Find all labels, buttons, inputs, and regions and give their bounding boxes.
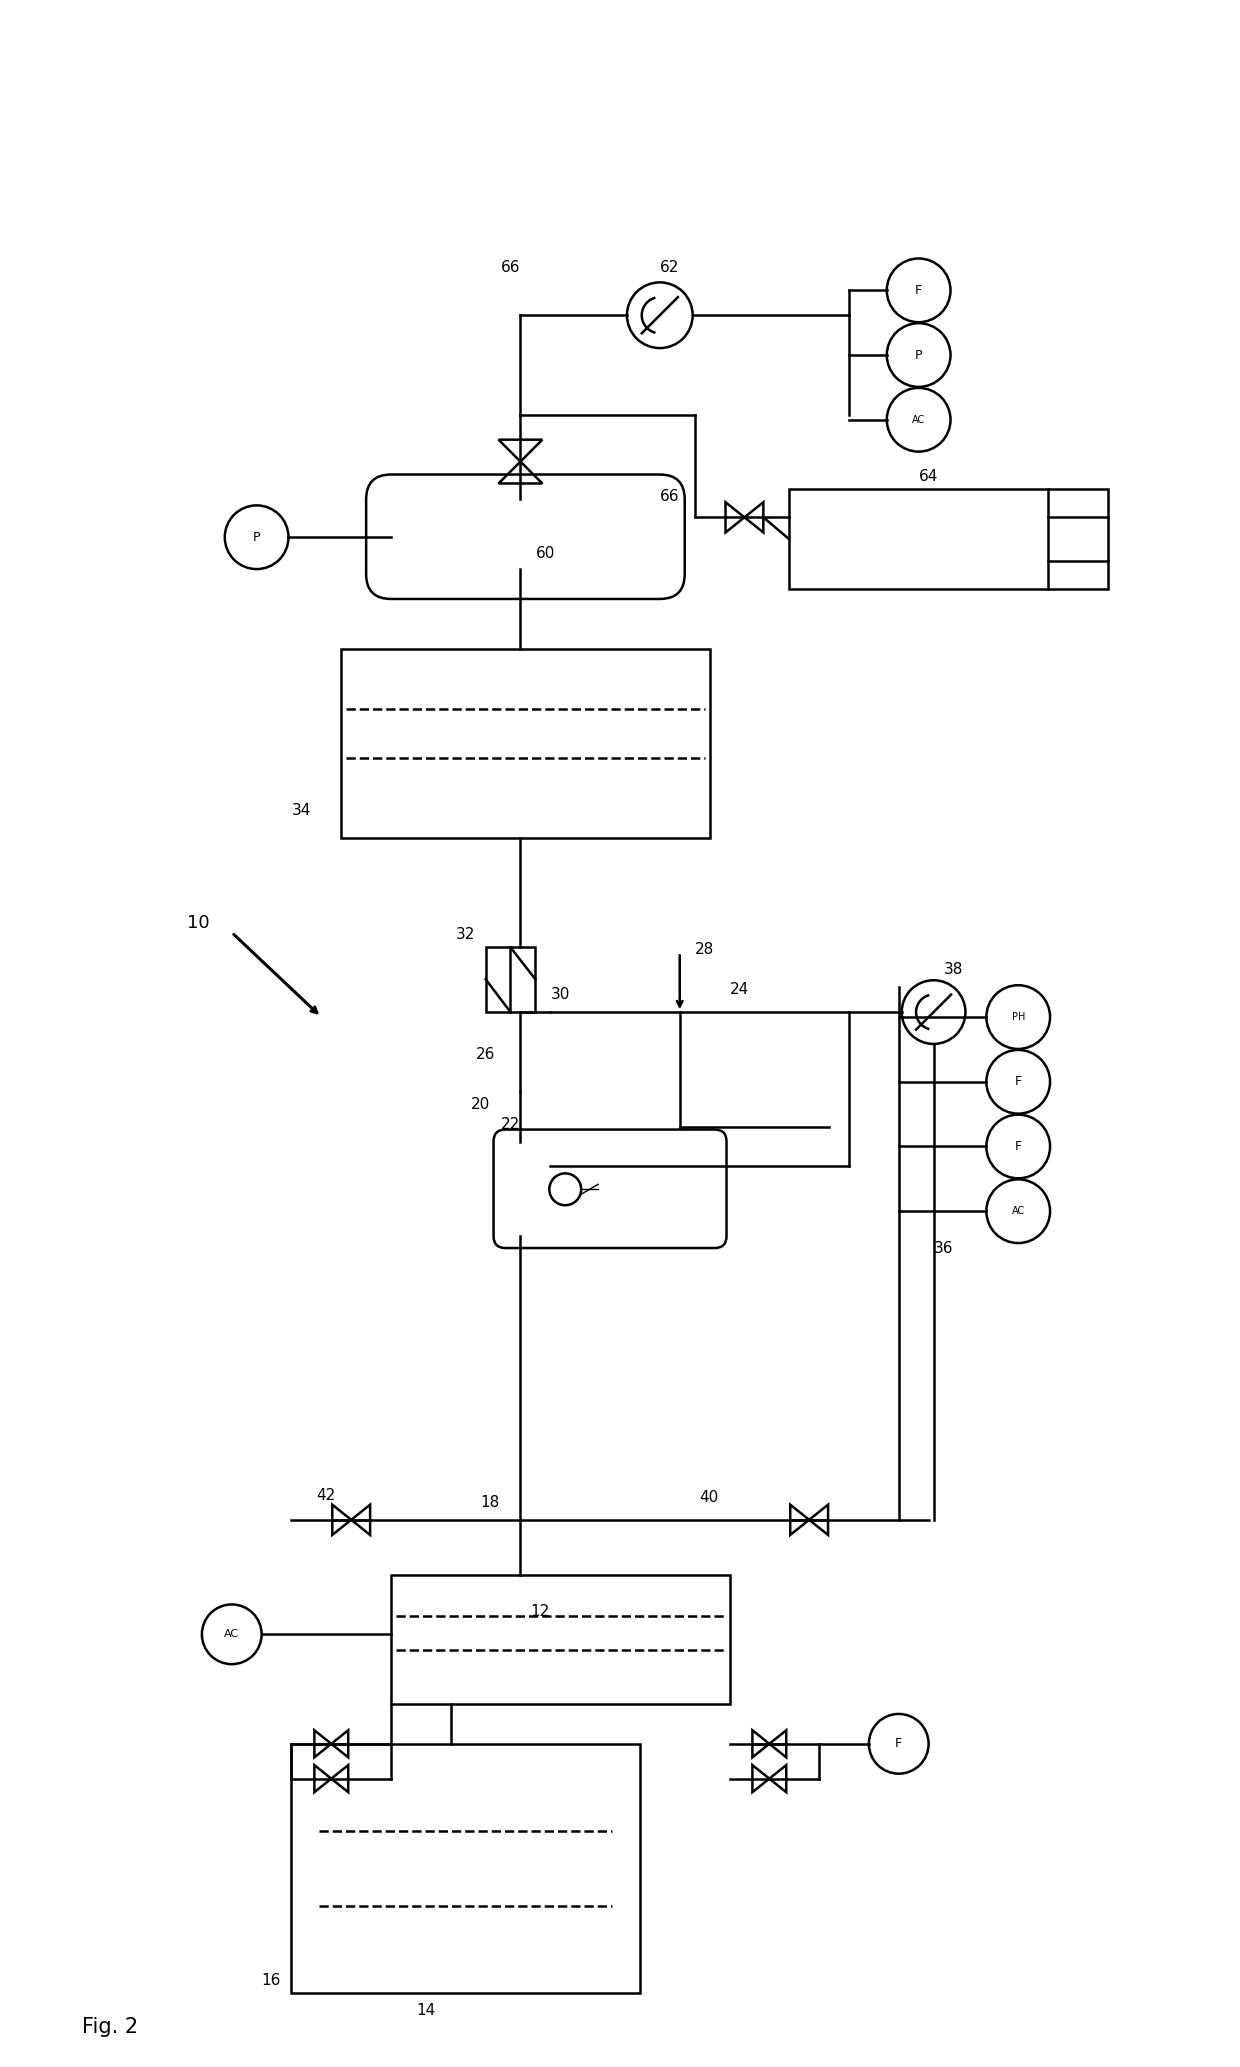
Text: Fig. 2: Fig. 2	[82, 2017, 139, 2038]
Text: 10: 10	[187, 914, 210, 932]
Text: 24: 24	[729, 982, 749, 996]
Text: 16: 16	[262, 1972, 281, 1988]
Text: 38: 38	[944, 963, 963, 978]
Text: AC: AC	[224, 1629, 239, 1639]
Text: 66: 66	[660, 490, 680, 504]
Text: PH: PH	[1012, 1013, 1025, 1021]
Text: 20: 20	[471, 1098, 490, 1112]
Text: 36: 36	[934, 1240, 954, 1257]
Bar	[341, 649, 709, 837]
Text: 30: 30	[551, 988, 569, 1002]
Text: 28: 28	[694, 943, 714, 957]
Text: F: F	[915, 283, 923, 298]
Text: 60: 60	[536, 546, 554, 560]
Text: AC: AC	[1012, 1207, 1024, 1215]
Text: 22: 22	[501, 1116, 520, 1131]
Bar	[291, 1745, 640, 1993]
Bar	[486, 947, 536, 1013]
Text: 40: 40	[699, 1490, 719, 1505]
Text: F: F	[1014, 1141, 1022, 1153]
Text: P: P	[915, 349, 923, 362]
Bar	[391, 1575, 729, 1703]
Text: 42: 42	[316, 1488, 336, 1503]
Text: 64: 64	[919, 469, 937, 484]
Text: 26: 26	[476, 1046, 495, 1062]
Text: F: F	[1014, 1075, 1022, 1089]
Text: 18: 18	[481, 1494, 500, 1509]
Text: 32: 32	[456, 928, 475, 943]
Text: 34: 34	[291, 802, 311, 819]
Text: 66: 66	[501, 260, 520, 275]
Bar	[789, 490, 1107, 589]
Text: 14: 14	[415, 2003, 435, 2017]
Text: F: F	[895, 1736, 903, 1751]
Text: AC: AC	[913, 415, 925, 424]
Text: P: P	[253, 531, 260, 544]
Text: 62: 62	[660, 260, 680, 275]
Text: 12: 12	[531, 1604, 551, 1618]
